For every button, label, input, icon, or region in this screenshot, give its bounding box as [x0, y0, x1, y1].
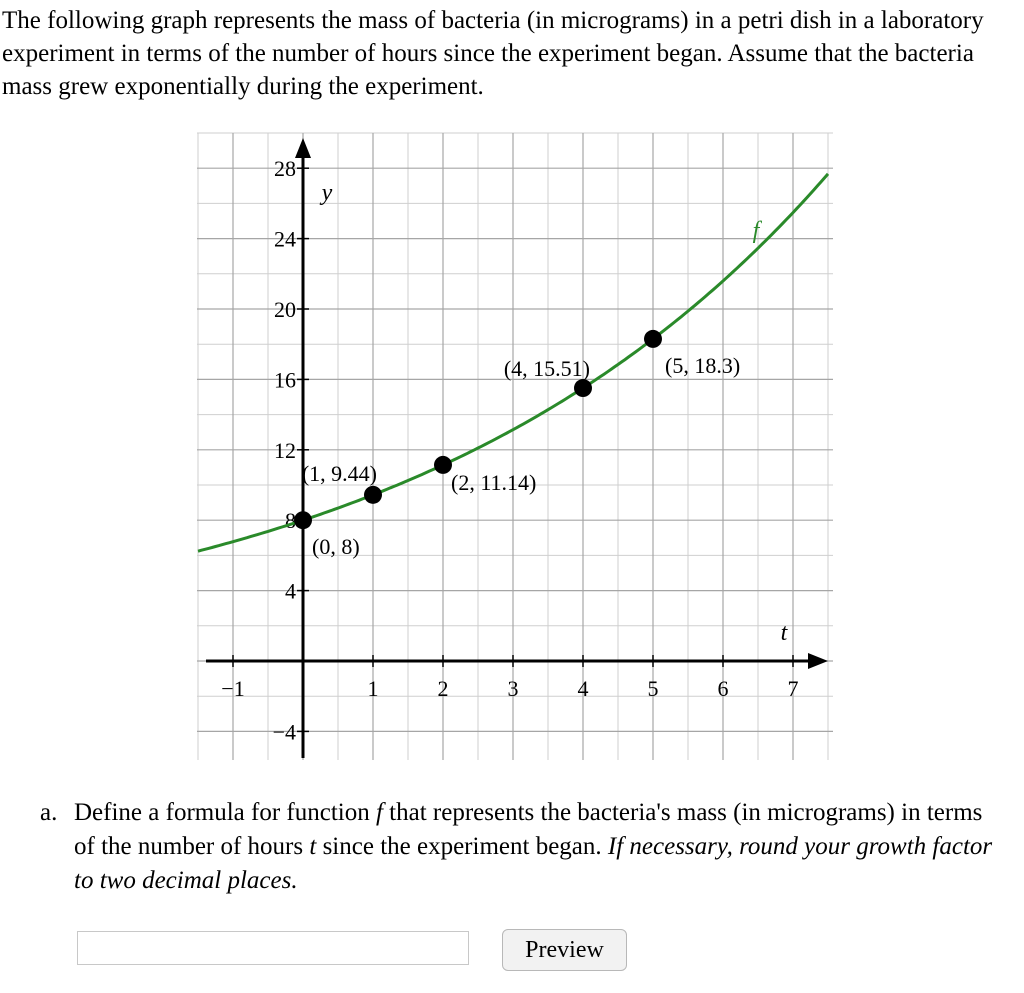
point-label: (1, 9.44): [302, 461, 377, 486]
point-label: (4, 15.51): [504, 356, 590, 381]
data-point: [574, 379, 592, 398]
point-label: (2, 11.14): [451, 470, 536, 495]
question-text-before: Define a formula for function: [74, 799, 376, 826]
x-tick-label: 7: [788, 676, 799, 701]
x-tick-label: −1: [221, 676, 244, 701]
y-tick-label: 16: [274, 367, 296, 392]
point-label: (0, 8): [312, 534, 360, 559]
x-tick-label: 6: [718, 676, 729, 701]
x-tick-label: 4: [578, 676, 589, 701]
data-point: [434, 455, 452, 474]
x-tick-label: 2: [438, 676, 449, 701]
data-point: [644, 329, 662, 348]
y-tick-label: 4: [285, 579, 296, 604]
point-label: (5, 18.3): [665, 353, 740, 378]
question-a: a. Define a formula for function f that …: [40, 796, 1000, 898]
y-tick-label: 28: [274, 156, 296, 181]
data-point: [364, 485, 382, 504]
y-tick-label: 24: [274, 227, 296, 252]
answer-input[interactable]: [77, 931, 469, 965]
t-axis-label: t: [781, 620, 789, 646]
points-layer: [294, 329, 662, 530]
rounding-hint: If necessary, round your growth factor t…: [74, 833, 993, 894]
x-tick-label: 1: [368, 676, 379, 701]
function-name: f: [375, 799, 383, 826]
curve-label: f: [753, 218, 763, 244]
point-labels-layer: (0, 8) (1, 9.44) (2, 11.14) (4, 15.51) (5, 1…: [302, 353, 740, 559]
y-tick-label: 12: [274, 438, 296, 463]
y-tick-label: −4: [273, 719, 296, 744]
axes: [206, 138, 828, 758]
question-body: Define a formula for function f that rep…: [74, 796, 1000, 898]
data-point: [294, 511, 312, 530]
x-tick-label: 3: [508, 676, 519, 701]
y-axis-label: y: [320, 180, 333, 206]
variable-name: t: [309, 833, 317, 860]
y-tick-label: 8: [285, 508, 296, 533]
question-text-after: since the experiment began.: [316, 833, 608, 860]
problem-intro: The following graph represents the mass …: [2, 7, 984, 100]
y-tick-label: 20: [274, 297, 296, 322]
t-axis-arrow: [808, 653, 828, 669]
question-text-middle: that represents the bacteria's mass (in …: [74, 799, 983, 860]
x-tick-label: 5: [648, 676, 659, 701]
preview-button[interactable]: Preview: [502, 929, 627, 971]
y-axis-arrow: [295, 138, 311, 158]
question-label: a.: [40, 799, 58, 826]
